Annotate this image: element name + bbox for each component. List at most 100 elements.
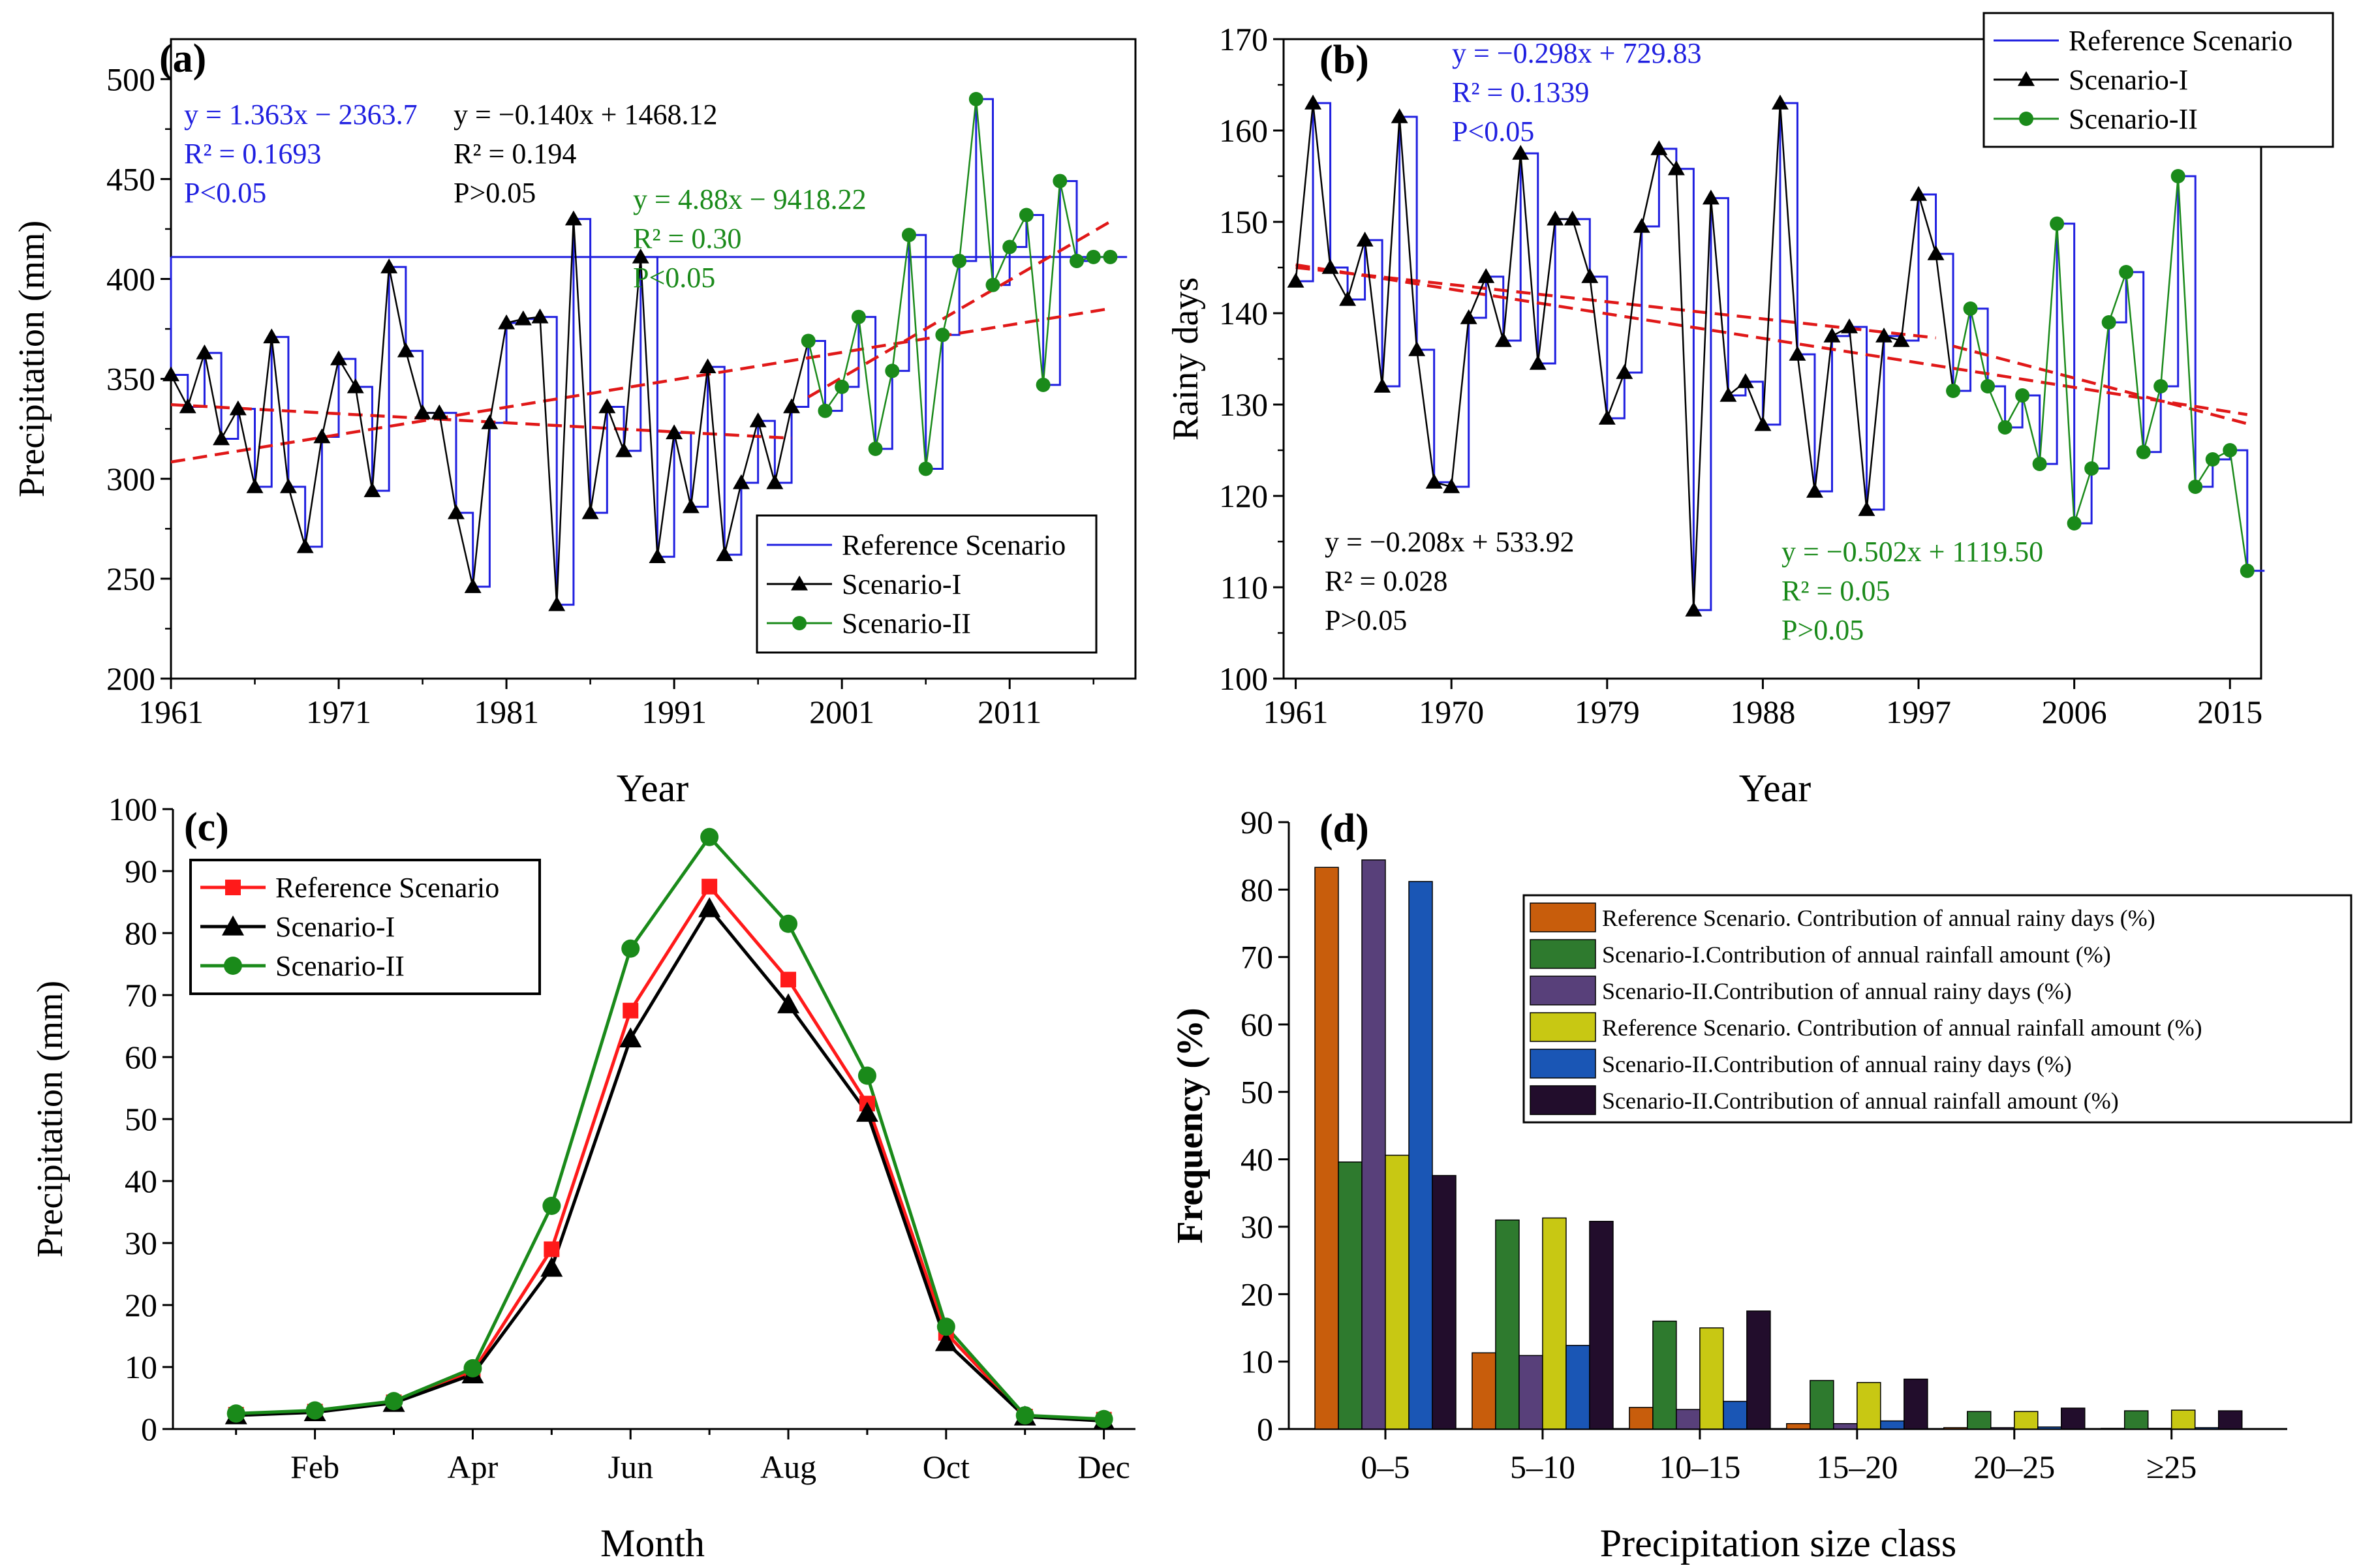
scenario-1-point <box>1321 259 1339 274</box>
scenario-1-point <box>313 428 331 444</box>
scenario-2-point <box>2050 216 2065 231</box>
scenario-1-point <box>699 358 717 373</box>
scenario-1-point <box>1581 268 1599 283</box>
bar-5 <box>1723 1400 1748 1430</box>
bar-5 <box>1565 1345 1590 1430</box>
scenario-1-point <box>279 478 297 493</box>
regression-annotation: y = 4.88x − 9418.22 <box>633 183 867 215</box>
bar-2 <box>1338 1161 1363 1430</box>
scenario-2-point <box>1997 420 2012 435</box>
scenario-1-point <box>1443 478 1460 493</box>
scenario-1-point <box>1719 387 1737 402</box>
scenario-2-point <box>1002 239 1017 254</box>
bar-6 <box>1746 1310 1771 1430</box>
y-tick-label: 20 <box>1241 1276 1273 1312</box>
x-tick-label: 1991 <box>641 694 707 730</box>
scenario-2-point <box>818 403 833 418</box>
scenario-1-point <box>179 398 196 414</box>
scenario-1-point <box>1356 232 1374 247</box>
panel-c: 0 10 20 30 40 50 60 70 80 90 100 Feb Apr Jun Aug Oct Dec… <box>30 791 1135 1565</box>
scenario-1-point <box>162 366 179 382</box>
scenario-2-point <box>1053 174 1068 189</box>
scenario-2-point <box>1981 379 1996 393</box>
y-axis-label: Precipitation (mm) <box>30 981 70 1258</box>
scenario-1-point <box>196 344 213 360</box>
scenario-1-point <box>1547 210 1564 226</box>
bar-2 <box>1810 1379 1834 1430</box>
bar-4 <box>1857 1381 1881 1430</box>
scenario-2-point <box>2032 457 2047 471</box>
regression-annotation: R² = 0.05 <box>1781 575 1890 607</box>
bar-6 <box>1589 1220 1614 1430</box>
y-tick-label: 60 <box>125 1039 157 1075</box>
reference-series-point <box>702 878 718 895</box>
scenario-1-series-point <box>698 897 721 917</box>
regression-annotation: P<0.05 <box>184 177 266 209</box>
scenario-1-point <box>1754 416 1772 431</box>
legend-marker <box>792 616 807 630</box>
scenario-2-series-line <box>236 834 1104 1421</box>
scenario-1-point <box>649 548 666 563</box>
trend-1961-2017-line <box>170 307 1111 464</box>
scenario-1-point <box>1287 273 1304 288</box>
scenario-1-point <box>666 424 683 440</box>
x-axis-label: Precipitation size class <box>1600 1522 1957 1565</box>
y-tick-label: 150 <box>1219 204 1268 240</box>
x-axis-label: Month <box>600 1522 705 1565</box>
y-tick-label: 90 <box>125 853 157 889</box>
scenario-1-point <box>548 596 566 611</box>
y-axis-label: Rainy days <box>1165 277 1206 440</box>
regression-annotation: R² = 0.1693 <box>184 138 321 170</box>
scenario-1-point <box>1425 474 1443 489</box>
y-tick-label: 20 <box>125 1287 157 1323</box>
legend-swatch <box>1530 1085 1596 1115</box>
scenario-1-point <box>598 398 616 414</box>
x-tick-label: 10–15 <box>1659 1449 1740 1485</box>
y-axis-label: Frequency (%) <box>1170 1007 1210 1243</box>
bar-3 <box>1833 1422 1858 1430</box>
regression-annotation: P>0.05 <box>1325 604 1407 636</box>
scenario-1-point <box>1840 318 1858 333</box>
bar-5 <box>2194 1427 2219 1430</box>
bar-6 <box>2217 1410 2243 1430</box>
x-tick-label: Aug <box>760 1449 816 1485</box>
scenario-1-point <box>397 342 414 358</box>
regression-annotation: y = −0.298x + 729.83 <box>1452 37 1701 69</box>
scenario-2-point <box>801 333 816 348</box>
bar-3 <box>1361 859 1386 1430</box>
scenario-2-series-point <box>621 939 640 958</box>
scenario-2-point <box>2136 444 2151 459</box>
y-tick-label: 80 <box>1241 871 1273 908</box>
x-tick-label: 2011 <box>978 694 1041 730</box>
scenario-1-point <box>481 414 499 429</box>
legend-swatch <box>1530 976 1596 1006</box>
bar-3 <box>1676 1409 1701 1430</box>
scenario-2-point <box>2119 265 2134 279</box>
scenario-1-point <box>498 314 516 330</box>
bar-3 <box>1519 1355 1543 1430</box>
regression-annotation: y = −0.140x + 1468.12 <box>454 99 717 131</box>
scenario-1-point <box>431 404 448 420</box>
scenario-1-point <box>1564 210 1581 226</box>
scenario-2-series-point <box>779 914 798 933</box>
scenario-1-point <box>1789 346 1806 361</box>
legend-label: Reference Scenario <box>842 529 1066 561</box>
panel-label: (c) <box>184 805 229 850</box>
legend-marker <box>2019 112 2033 126</box>
x-tick-label: 5–10 <box>1510 1449 1575 1485</box>
bar-3 <box>2147 1428 2172 1430</box>
scenario-2-series-point <box>463 1359 482 1377</box>
bar-2 <box>1495 1219 1520 1430</box>
x-tick-label: 1997 <box>1886 694 1951 730</box>
x-tick-label: ≥25 <box>2146 1449 2197 1485</box>
x-tick-label: 2006 <box>2042 694 2107 730</box>
panel-label: (a) <box>159 37 206 81</box>
y-tick-label: 130 <box>1219 386 1268 423</box>
bar-6 <box>1432 1175 1457 1430</box>
scenario-1-point <box>1408 341 1426 356</box>
scenario-1-point <box>1494 332 1512 347</box>
x-tick-label: 0–5 <box>1361 1449 1410 1485</box>
scenario-1-point <box>1616 364 1633 379</box>
scenario-1-point <box>1892 332 1910 347</box>
scenario-2-point <box>2223 443 2238 457</box>
